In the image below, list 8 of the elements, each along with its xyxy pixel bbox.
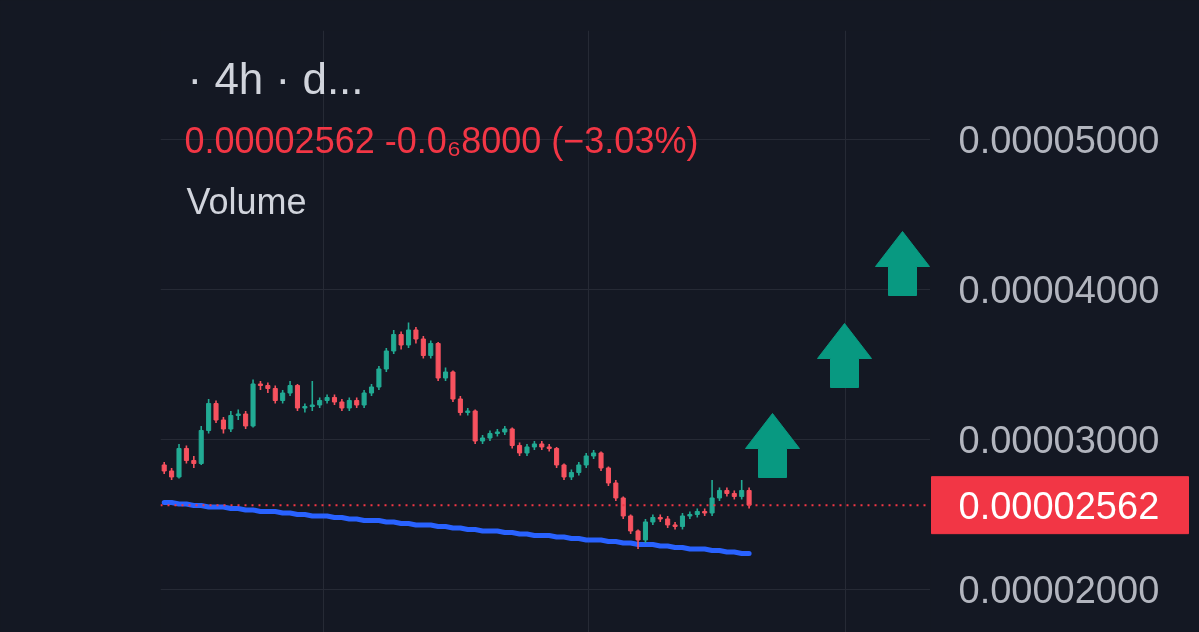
y-tick-label: 0.00005000 [958,119,1160,162]
ref-line-label: 0.00002562 [958,484,1160,527]
annotation: Volume [186,181,307,222]
text: · 4h · d... [187,54,364,103]
text: 0.00002562 -0.0₆8000 (−3.03%) [184,120,699,161]
y-tick-label: 0.00003000 [958,418,1160,461]
y-tick-label: 0.00002000 [958,568,1160,611]
y-tick-label: 0.00004000 [958,269,1160,312]
